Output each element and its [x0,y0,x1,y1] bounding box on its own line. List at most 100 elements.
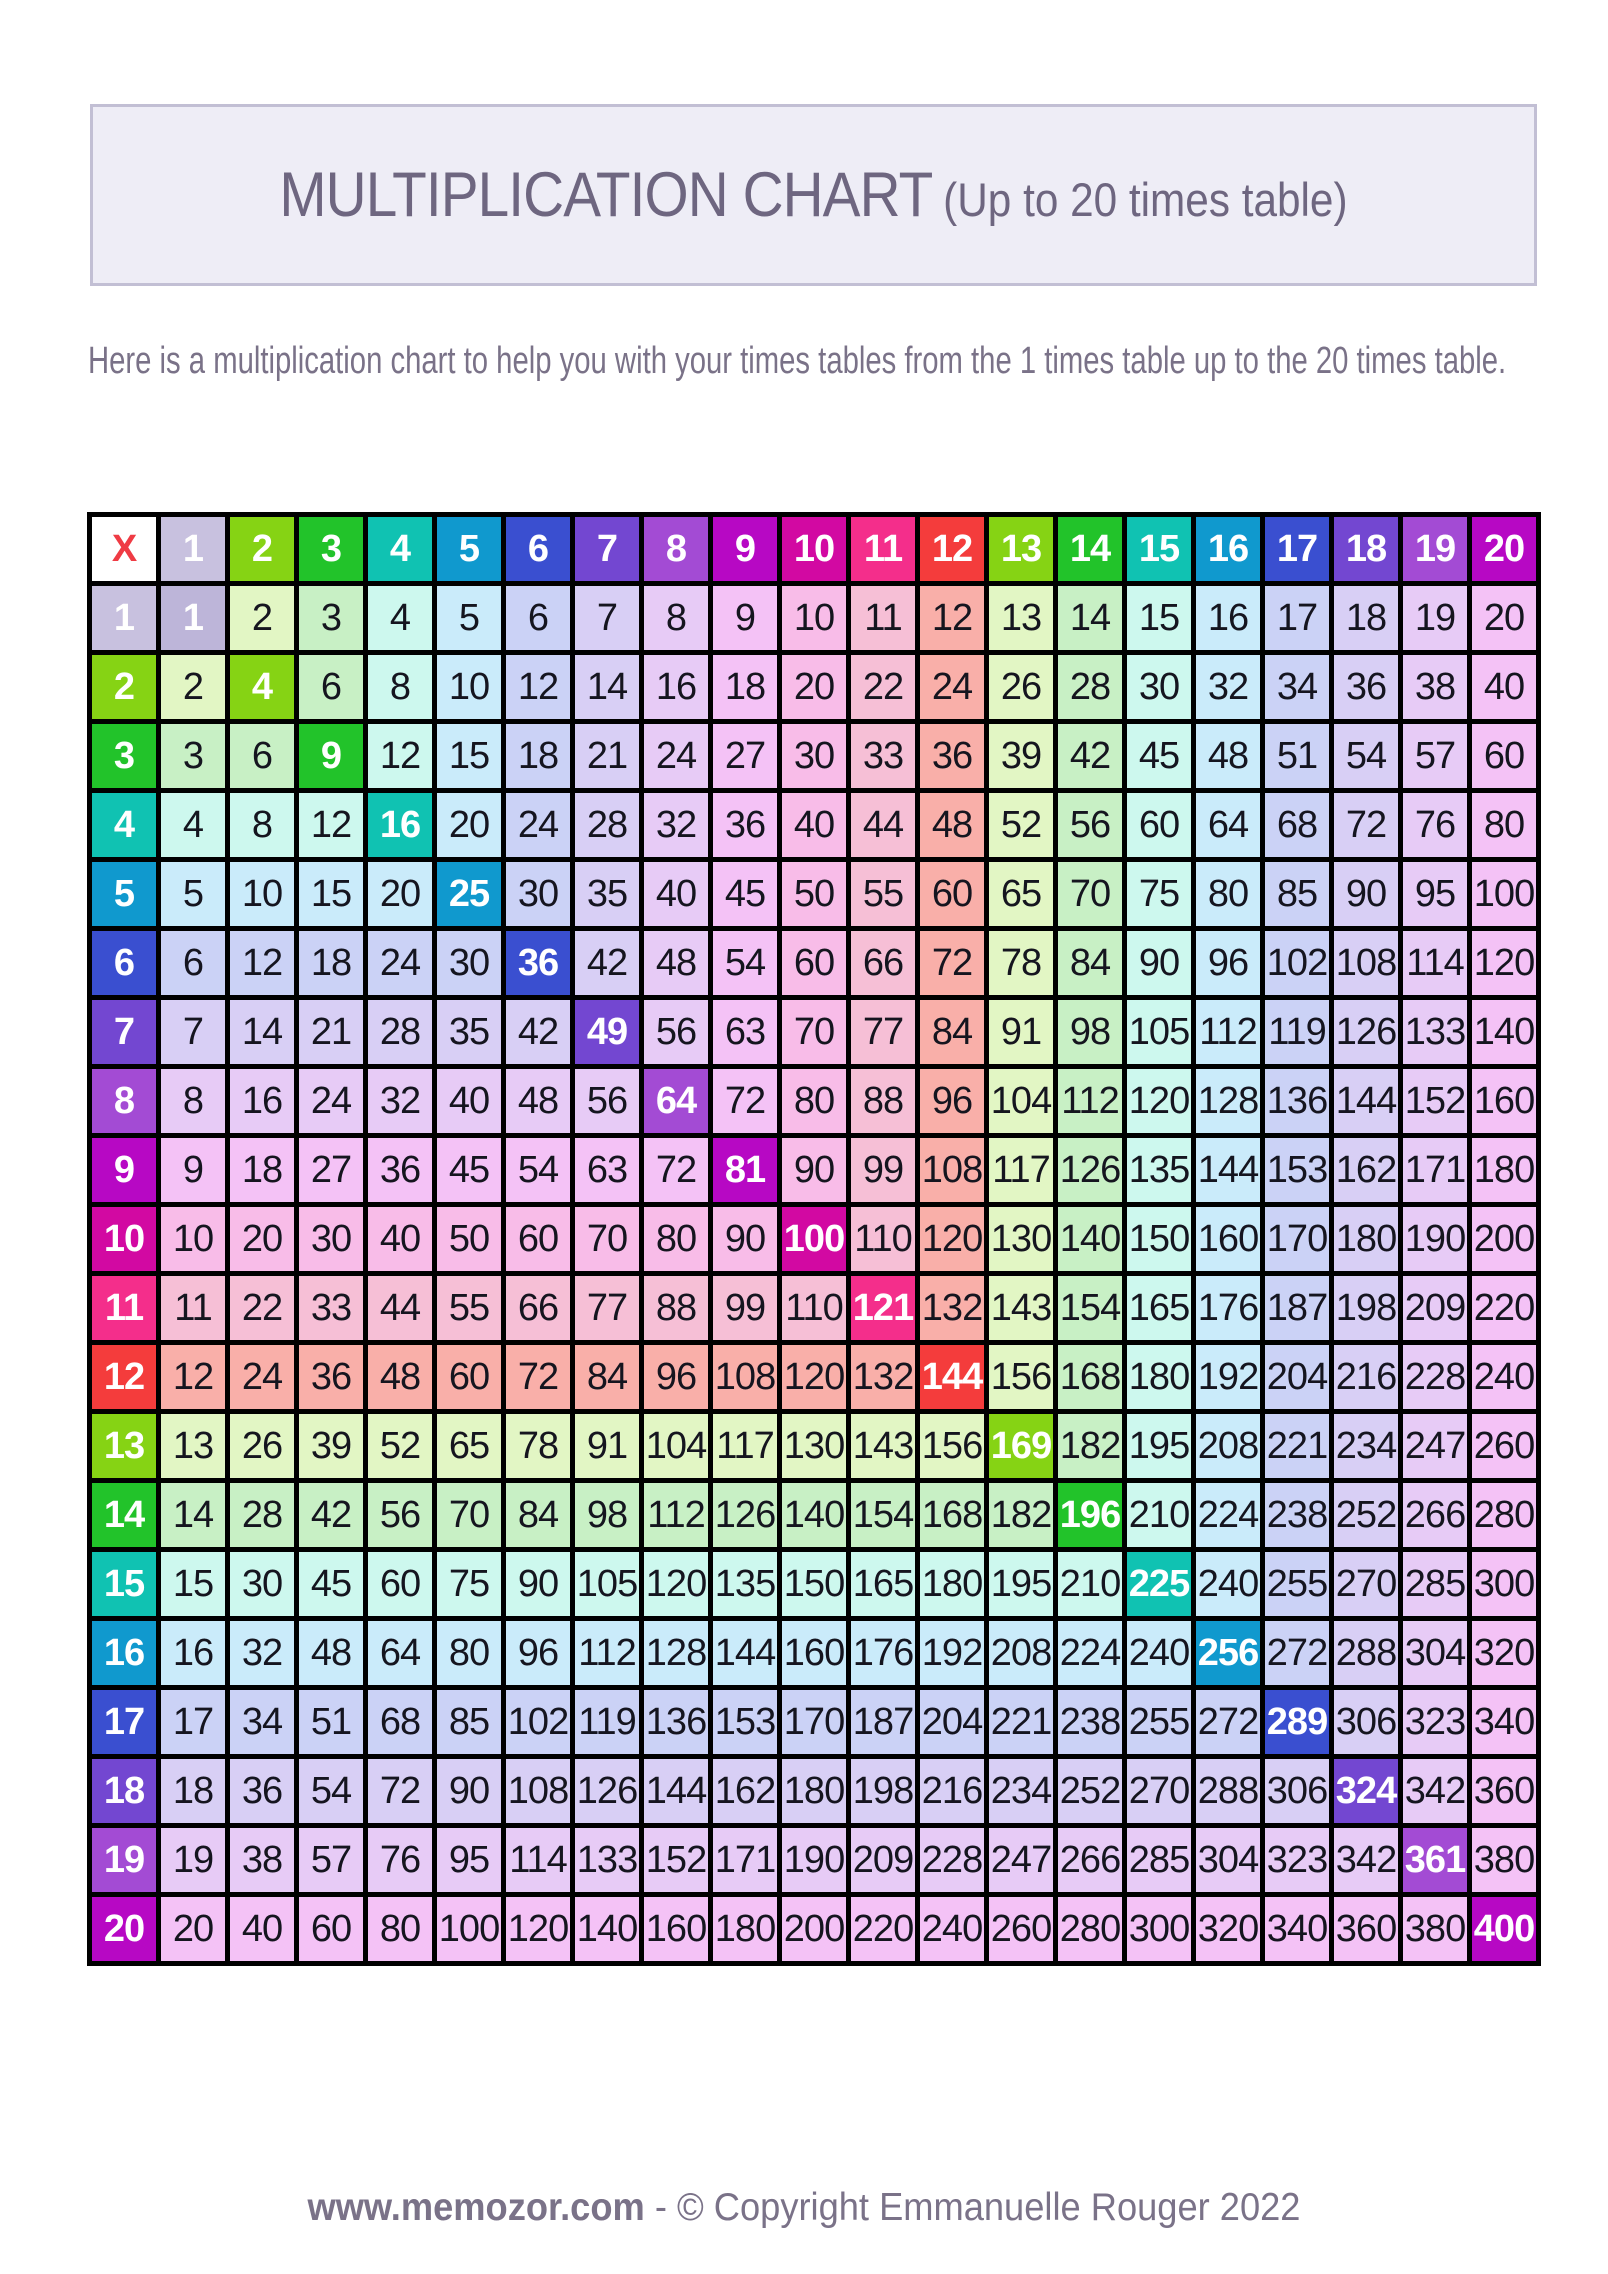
column-header-18: 18 [1329,512,1403,586]
table-cell: 13 [156,1409,230,1483]
table-row-6: 6 6 12 18 24 30 36 42 48 54 60 66 72 78 84 90 96 102 108 11… [87,926,1541,1000]
table-cell: 54 [708,926,782,1000]
table-cell: 156 [915,1409,989,1483]
table-cell: 38 [1398,650,1472,724]
table-cell: 102 [501,1685,575,1759]
table-cell: 2 [225,581,299,655]
table-cell: 6 [156,926,230,1000]
row-header-20: 20 [87,1892,161,1966]
table-cell: 3 [156,719,230,793]
table-cell: 54 [294,1754,368,1828]
table-row-9: 9 9 18 27 36 45 54 63 72 81 90 99 108 117 126 135 144 153… [87,1133,1541,1207]
row-header-12: 12 [87,1340,161,1414]
table-cell: 55 [846,857,920,931]
table-cell: 76 [363,1823,437,1897]
table-cell: 224 [1053,1616,1127,1690]
footer: www.memozor.com - © Copyright Emmanuelle… [56,2186,1551,2230]
table-cell: 100 [1467,857,1541,931]
row-header-10: 10 [87,1202,161,1276]
table-cell: 64 [363,1616,437,1690]
table-cell: 51 [294,1685,368,1759]
table-cell: 112 [639,1478,713,1552]
table-cell: 153 [708,1685,782,1759]
column-header-10: 10 [777,512,851,586]
table-cell: 33 [294,1271,368,1345]
table-cell: 18 [1329,581,1403,655]
table-cell: 85 [432,1685,506,1759]
row-header-2: 2 [87,650,161,724]
table-cell: 6 [294,650,368,724]
table-cell: 84 [501,1478,575,1552]
table-cell: 20 [1467,581,1541,655]
column-header-1: 1 [156,512,230,586]
table-cell: 64 [1191,788,1265,862]
table-cell: 34 [225,1685,299,1759]
table-cell: 90 [708,1202,782,1276]
diagonal-cell-144: 144 [915,1340,989,1414]
table-cell: 40 [363,1202,437,1276]
table-cell: 200 [777,1892,851,1966]
table-cell: 30 [501,857,575,931]
table-cell: 280 [1467,1478,1541,1552]
table-cell: 105 [570,1547,644,1621]
table-cell: 170 [1260,1202,1334,1276]
table-cell: 26 [225,1409,299,1483]
table-cell: 24 [915,650,989,724]
table-cell: 98 [1053,995,1127,1069]
table-cell: 18 [156,1754,230,1828]
table-cell: 10 [777,581,851,655]
table-cell: 288 [1191,1754,1265,1828]
table-cell: 102 [1260,926,1334,1000]
row-header-17: 17 [87,1685,161,1759]
table-row-12: 12 12 24 36 48 60 72 84 96 108 120 132 144 156 168 180 1… [87,1340,1541,1414]
table-cell: 18 [501,719,575,793]
table-cell: 56 [639,995,713,1069]
table-cell: 112 [1191,995,1265,1069]
table-cell: 9 [708,581,782,655]
table-cell: 75 [432,1547,506,1621]
table-cell: 130 [984,1202,1058,1276]
table-cell: 266 [1053,1823,1127,1897]
table-cell: 88 [639,1271,713,1345]
table-cell: 60 [1122,788,1196,862]
table-cell: 18 [225,1133,299,1207]
table-cell: 240 [915,1892,989,1966]
table-cell: 70 [432,1478,506,1552]
table-cell: 80 [777,1064,851,1138]
table-cell: 10 [225,857,299,931]
table-cell: 36 [1329,650,1403,724]
table-cell: 35 [432,995,506,1069]
table-cell: 120 [777,1340,851,1414]
table-cell: 190 [777,1823,851,1897]
column-header-7: 7 [570,512,644,586]
diagonal-cell-400: 400 [1467,1892,1541,1966]
table-cell: 238 [1260,1478,1334,1552]
diagonal-cell-9: 9 [294,719,368,793]
row-header-6: 6 [87,926,161,1000]
table-cell: 15 [432,719,506,793]
table-cell: 323 [1398,1685,1472,1759]
table-cell: 100 [432,1892,506,1966]
table-cell: 27 [294,1133,368,1207]
table-cell: 209 [846,1823,920,1897]
table-cell: 112 [1053,1064,1127,1138]
table-cell: 104 [639,1409,713,1483]
diagonal-cell-81: 81 [708,1133,782,1207]
diagonal-cell-100: 100 [777,1202,851,1276]
table-cell: 234 [984,1754,1058,1828]
table-cell: 120 [639,1547,713,1621]
table-cell: 140 [1467,995,1541,1069]
table-cell: 216 [1329,1340,1403,1414]
table-cell: 88 [846,1064,920,1138]
table-cell: 84 [570,1340,644,1414]
table-cell: 30 [294,1202,368,1276]
table-cell: 128 [639,1616,713,1690]
table-cell: 38 [225,1823,299,1897]
diagonal-cell-256: 256 [1191,1616,1265,1690]
table-cell: 90 [777,1133,851,1207]
table-cell: 204 [1260,1340,1334,1414]
table-cell: 6 [501,581,575,655]
table-cell: 18 [294,926,368,1000]
table-cell: 238 [1053,1685,1127,1759]
table-cell: 176 [1191,1271,1265,1345]
